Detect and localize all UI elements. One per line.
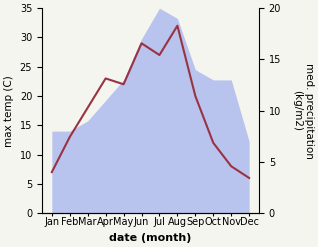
X-axis label: date (month): date (month) (109, 233, 192, 243)
Y-axis label: med. precipitation
(kg/m2): med. precipitation (kg/m2) (292, 63, 314, 159)
Y-axis label: max temp (C): max temp (C) (4, 75, 14, 146)
